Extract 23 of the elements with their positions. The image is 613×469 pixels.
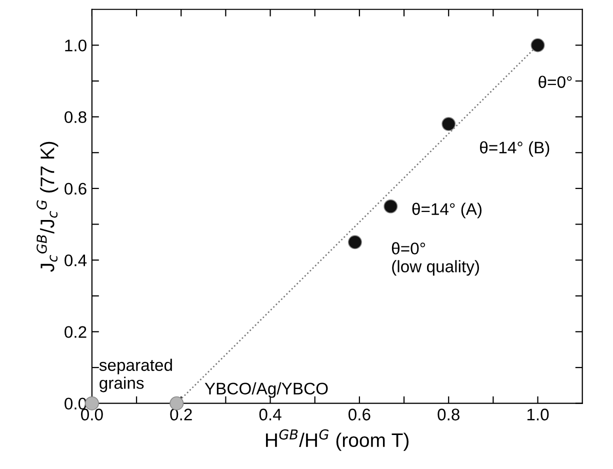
y-tick-label: 1.0	[65, 40, 86, 52]
x-tick-label: 0.0	[81, 408, 103, 420]
annotation: separated grains	[99, 358, 172, 392]
point	[442, 116, 456, 131]
y-tick-label: 0.2	[64, 326, 86, 338]
point	[384, 199, 398, 214]
x-tick-label: 0.2	[170, 408, 192, 420]
x-tick-label: 0.4	[259, 408, 282, 420]
annotation: θ=0° (low quality)	[392, 242, 479, 276]
x-tick-label: 1.0	[527, 408, 549, 420]
annotation: θ=0°	[538, 76, 572, 88]
y-tick-label: 0.8	[64, 111, 86, 124]
annotation: θ=14° (A)	[412, 202, 482, 218]
y-axis-title: J$_{c}$$^{GB}$/J$_{c}$$^{G}$ (77 K)	[36, 142, 58, 272]
x-tick-label: 0.8	[438, 408, 460, 420]
y-tick-label: 0.6	[64, 182, 86, 195]
annotation: YBCO/Ag/YBCO	[204, 382, 328, 398]
annotation: θ=14° (B)	[480, 141, 550, 157]
point	[530, 38, 545, 52]
x-tick-label: 0.6	[348, 408, 370, 420]
point	[348, 235, 362, 250]
y-tick-label: 0.4	[64, 254, 87, 266]
x-axis-title: H$^{GB}$/H$^{G}$ (room T)	[266, 429, 409, 451]
